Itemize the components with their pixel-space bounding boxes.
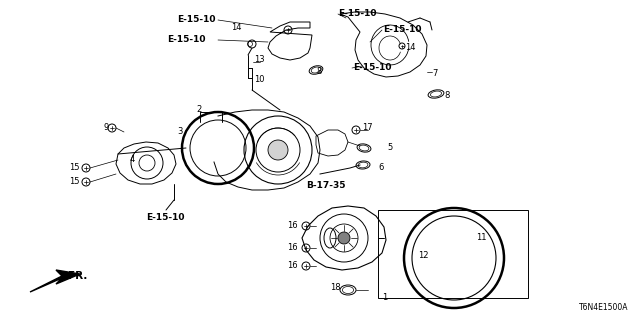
Text: 12: 12 [418,252,429,260]
Text: E-15-10: E-15-10 [146,213,184,222]
Text: E-15-10: E-15-10 [177,15,216,25]
Text: 8: 8 [444,91,449,100]
Text: 6: 6 [378,164,383,172]
Text: 4: 4 [130,156,135,164]
Text: 2: 2 [196,106,201,115]
Text: 7: 7 [432,68,437,77]
Text: 14: 14 [231,23,241,33]
Text: 9: 9 [103,123,108,132]
Text: E-15-10: E-15-10 [168,36,206,44]
Bar [378,210,528,298]
Text: 18: 18 [330,284,340,292]
Text: 16: 16 [287,220,298,229]
Text: 17: 17 [362,124,372,132]
Circle shape [268,140,288,160]
Text: B-17-35: B-17-35 [306,180,346,189]
Text: E-15-10: E-15-10 [338,10,376,19]
Text: 13: 13 [254,55,264,65]
Text: 14: 14 [405,43,415,52]
Text: 10: 10 [254,76,264,84]
Text: 8: 8 [317,67,322,76]
Text: 15: 15 [70,163,80,172]
Text: 3: 3 [177,127,182,137]
Text: FR.: FR. [68,271,88,281]
Text: 5: 5 [387,143,392,153]
Text: 11: 11 [476,233,486,242]
Text: 1: 1 [382,293,387,302]
Polygon shape [30,270,80,292]
Text: 16: 16 [287,243,298,252]
Text: 16: 16 [287,260,298,269]
Text: E-15-10: E-15-10 [353,63,392,73]
Text: T6N4E1500A: T6N4E1500A [579,303,628,312]
Text: 15: 15 [70,177,80,186]
Circle shape [338,232,350,244]
Text: E-15-10: E-15-10 [383,26,422,35]
